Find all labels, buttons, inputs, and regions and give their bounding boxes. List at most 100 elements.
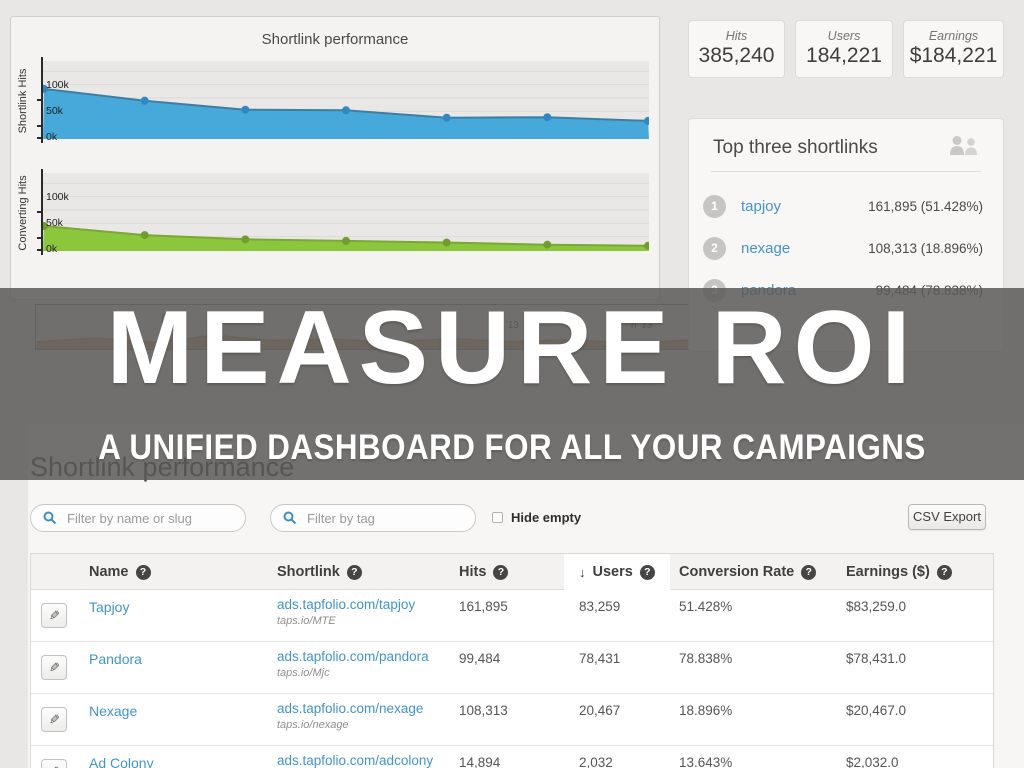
- hide-empty-checkbox[interactable]: [492, 512, 503, 523]
- edit-button[interactable]: ✎: [41, 655, 67, 680]
- row-earnings: $20,467.0: [846, 703, 907, 718]
- converting-hits-area-chart: [40, 182, 652, 251]
- row-name-link[interactable]: Nexage: [89, 703, 138, 719]
- help-icon[interactable]: ?: [135, 564, 151, 580]
- stat-label: Users: [827, 29, 861, 43]
- row-name-link[interactable]: Pandora: [89, 651, 142, 667]
- chart-title: Shortlink performance: [261, 31, 409, 48]
- axis-tick: [37, 137, 43, 139]
- help-icon[interactable]: ?: [936, 564, 952, 580]
- row-shortlink-link[interactable]: ads.tapfolio.com/tapjoy: [277, 597, 416, 612]
- row-users: 78,431: [579, 651, 621, 666]
- filter-name-input[interactable]: [65, 509, 227, 527]
- sort-desc-icon: ↓: [579, 564, 586, 580]
- row-slug: taps.io/nexage: [277, 719, 349, 731]
- stat-label: Hits: [725, 29, 748, 43]
- row-conversion: 78.838%: [679, 651, 733, 666]
- filter-name-pill: [30, 504, 246, 532]
- row-name-link[interactable]: Tapjoy: [89, 599, 130, 615]
- tick-label: 100k: [46, 191, 69, 203]
- stat-value: $184,221: [909, 44, 998, 67]
- edit-button[interactable]: ✎: [41, 603, 67, 628]
- axis-tick: [37, 99, 43, 101]
- filter-tag-pill: [270, 504, 476, 532]
- axis-tick: [37, 249, 43, 251]
- stat-card-users: Users 184,221: [795, 20, 893, 78]
- row-shortlink-link[interactable]: ads.tapfolio.com/adcolony: [277, 753, 434, 768]
- y-axis-label-converting-hits: Converting Hits: [17, 175, 29, 251]
- stat-value: 184,221: [806, 44, 882, 67]
- help-icon[interactable]: ?: [801, 564, 817, 580]
- row-shortlink-link[interactable]: ads.tapfolio.com/pandora: [277, 649, 429, 664]
- pencil-icon: ✎: [48, 660, 60, 675]
- slide-title: MEASURE ROI: [106, 290, 918, 406]
- rank-badge: 1: [703, 195, 726, 218]
- help-icon[interactable]: ?: [493, 564, 509, 580]
- divider: [711, 171, 981, 172]
- top-shortlink-row: 1 tapjoy 161,895 (51.428%): [703, 195, 983, 221]
- row-users: 2,032: [579, 755, 613, 768]
- shortlink-hits-area-chart: [40, 70, 652, 139]
- shortlink-stat: 108,313 (18.896%): [868, 241, 983, 256]
- slide-text-overlay: MEASURE ROI A UNIFIED DASHBOARD FOR ALL …: [0, 288, 1024, 480]
- help-icon[interactable]: ?: [346, 564, 362, 580]
- row-earnings: $83,259.0: [846, 599, 907, 614]
- csv-export-button[interactable]: CSV Export: [908, 504, 986, 530]
- row-hits: 161,895: [459, 599, 508, 614]
- row-conversion: 13.643%: [679, 755, 733, 768]
- row-conversion: 51.428%: [679, 599, 733, 614]
- converting-hits-plot: [40, 173, 652, 251]
- axis-tick: [37, 125, 43, 127]
- tick-label: 50k: [46, 105, 63, 117]
- people-icon: [950, 136, 977, 155]
- column-header-earnings[interactable]: Earnings ($) ?: [846, 554, 952, 590]
- top-shortlinks-title: Top three shortlinks: [713, 137, 878, 158]
- shortlinks-table: Name ? Shortlink ? Hits ? ↓ Users ? Conv…: [30, 553, 994, 768]
- table-header: Name ? Shortlink ? Hits ? ↓ Users ? Conv…: [31, 554, 993, 590]
- search-icon: [43, 511, 57, 525]
- tick-label: 0k: [46, 131, 58, 143]
- edit-button[interactable]: ✎: [41, 707, 67, 732]
- column-header-name[interactable]: Name ?: [89, 554, 151, 590]
- row-users: 83,259: [579, 599, 621, 614]
- shortlink-hits-plot: [40, 61, 652, 139]
- shortlink-link[interactable]: tapjoy: [741, 198, 782, 215]
- row-hits: 99,484: [459, 651, 501, 666]
- table-row: ✎ Tapjoy ads.tapfolio.com/tapjoy taps.io…: [31, 590, 993, 642]
- shortlink-link[interactable]: nexage: [741, 240, 791, 257]
- row-shortlink-link[interactable]: ads.tapfolio.com/nexage: [277, 701, 424, 716]
- shortlink-stat: 161,895 (51.428%): [868, 199, 983, 214]
- top-shortlink-row: 2 nexage 108,313 (18.896%): [703, 237, 983, 263]
- filter-tag-input[interactable]: [305, 509, 459, 527]
- row-users: 20,467: [579, 703, 621, 718]
- row-conversion: 18.896%: [679, 703, 733, 718]
- stat-card-hits: Hits 385,240: [688, 20, 785, 78]
- stat-value: 385,240: [698, 44, 775, 67]
- search-icon: [283, 511, 297, 525]
- table-row: ✎ Nexage ads.tapfolio.com/nexage taps.io…: [31, 694, 993, 746]
- pencil-icon: ✎: [48, 712, 60, 727]
- column-header-shortlink[interactable]: Shortlink ?: [277, 554, 362, 590]
- column-header-hits[interactable]: Hits ?: [459, 554, 509, 590]
- help-icon[interactable]: ?: [639, 564, 655, 580]
- row-slug: taps.io/MTE: [277, 615, 336, 627]
- axis-tick: [37, 211, 43, 213]
- edit-button[interactable]: ✎: [41, 759, 67, 768]
- row-earnings: $2,032.0: [846, 755, 899, 768]
- axis-tick: [37, 237, 43, 239]
- shortlink-performance-chart-panel: Shortlink performance Shortlink Hits 100…: [10, 16, 660, 300]
- column-header-users[interactable]: ↓ Users ?: [579, 554, 655, 590]
- tick-label: 100k: [46, 79, 69, 91]
- table-row: ✎ Pandora ads.tapfolio.com/pandora taps.…: [31, 642, 993, 694]
- row-slug: taps.io/Mjc: [277, 667, 330, 679]
- row-name-link[interactable]: Ad Colony: [89, 755, 154, 768]
- pencil-icon: ✎: [49, 760, 60, 768]
- column-header-conversion-rate[interactable]: Conversion Rate ?: [679, 554, 817, 590]
- rank-badge: 2: [703, 237, 726, 260]
- row-earnings: $78,431.0: [846, 651, 907, 666]
- table-row: ✎ Ad Colony ads.tapfolio.com/adcolony 14…: [31, 746, 993, 768]
- tick-label: 0k: [46, 243, 58, 255]
- row-hits: 108,313: [459, 703, 508, 718]
- row-hits: 14,894: [459, 755, 501, 768]
